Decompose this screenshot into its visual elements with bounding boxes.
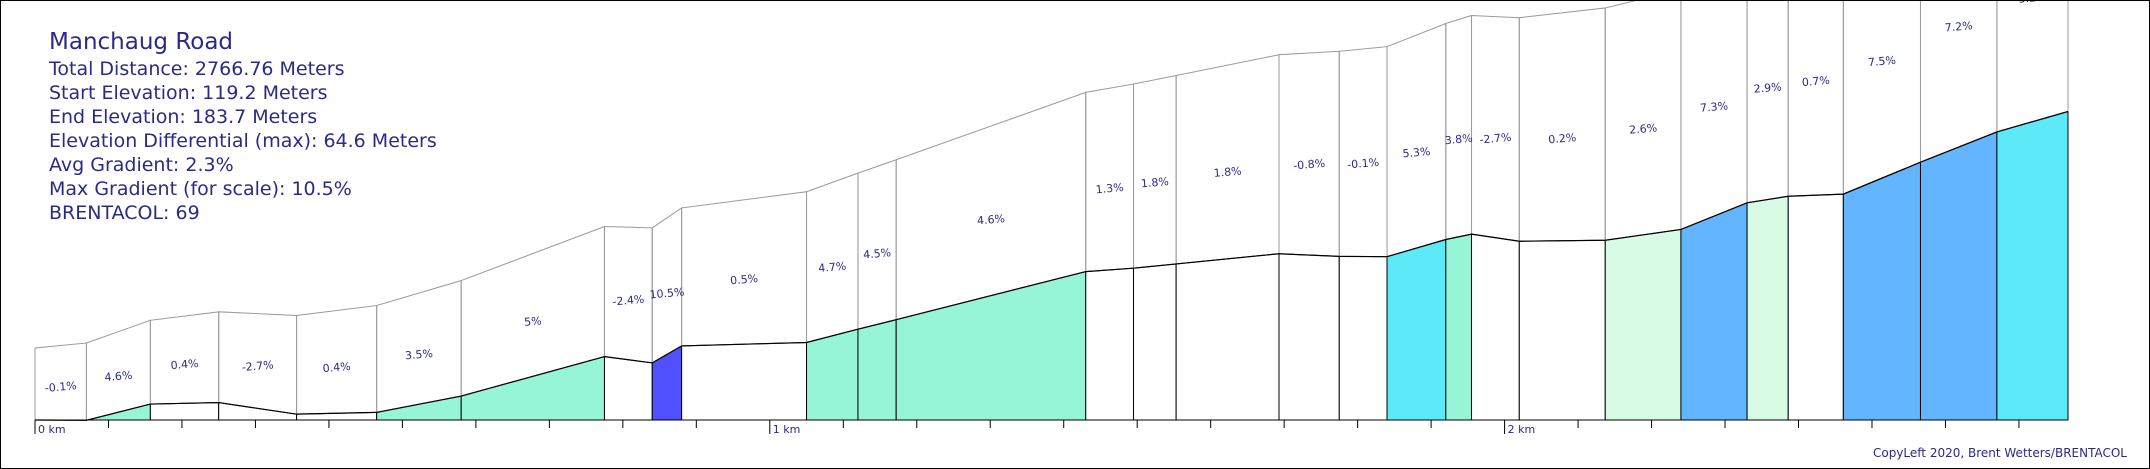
gradient-cap-cell (1746, 1, 1789, 204)
x-tick-label: 0 km (38, 423, 66, 436)
profile-segment (857, 319, 897, 421)
profile-segment (1518, 239, 1606, 421)
gradient-label: 0.2% (1548, 131, 1577, 146)
gradient-cap-cell (857, 159, 897, 330)
gradient-label: 1.3% (1095, 181, 1124, 196)
profile-segment (1085, 267, 1135, 421)
gradient-label: -0.1% (44, 379, 77, 395)
gradient-cap-cell (1386, 22, 1447, 258)
gradient-cap-cell (1085, 83, 1135, 273)
x-tick-label: 2 km (1508, 423, 1536, 436)
gradient-label: 1.8% (1213, 164, 1242, 179)
profile-segment (1386, 238, 1447, 421)
gradient-label: -2.7% (241, 358, 274, 374)
x-tick-label: 1 km (773, 423, 801, 436)
gradient-cap-cell (1680, 1, 1748, 231)
gradient-cap-cell (1278, 50, 1340, 257)
profile-segment (1175, 253, 1280, 421)
profile-segment (149, 402, 220, 421)
gradient-label: 10.5% (649, 285, 685, 301)
gradient-label: 2.9% (1753, 80, 1782, 95)
gradient-label: 4.6% (977, 212, 1006, 227)
gradient-cap-cell (1787, 1, 1844, 197)
gradient-label: 0.4% (322, 360, 351, 375)
gradient-label: 7.5% (1867, 54, 1896, 69)
gradient-label: 0.7% (1801, 74, 1830, 89)
profile-segment (806, 328, 859, 421)
profile-segment (1919, 131, 1998, 421)
elevation-line (34, 110, 2069, 421)
profile-segment (1746, 195, 1789, 421)
gradient-cap-cell (376, 279, 462, 413)
profile-segment (1471, 233, 1520, 421)
profile-segment (1338, 255, 1388, 421)
gradient-cap-cell (1445, 14, 1473, 241)
gradient-cap-cell (806, 172, 859, 344)
gradient-label: 0.4% (170, 357, 199, 372)
gradient-cap-cell (1338, 46, 1388, 258)
gradient-label: -0.1% (1347, 156, 1380, 172)
gradient-cap-cell (1996, 1, 2069, 133)
elevation-differential: Elevation Differential (max): 64.6 Meter… (49, 130, 437, 152)
brentacol-score: BRENTACOL: 69 (49, 202, 200, 224)
gradient-cap-cell (296, 304, 378, 415)
profile-segment (651, 345, 683, 421)
gradient-cap-cell (1133, 74, 1177, 269)
copyleft-notice: CopyLeft 2020, Brent Wetters/BRENTACOL (1872, 446, 2127, 460)
gradient-label: 5.2% (2018, 1, 2047, 6)
profile-segment (895, 270, 1087, 421)
total-distance: Total Distance: 2766.76 Meters (49, 58, 345, 80)
gradient-cap-cell (681, 191, 808, 347)
gradient-label: 7.3% (1700, 99, 1729, 114)
profile-segment (1445, 233, 1473, 421)
gradient-label: 0.5% (730, 272, 759, 287)
profile-segment (1278, 253, 1340, 421)
profile-segment (460, 355, 605, 421)
gradient-label: 7.2% (1944, 19, 1973, 34)
profile-segment (1787, 193, 1844, 421)
profile-segment (603, 356, 653, 421)
gradient-label: 5% (524, 314, 543, 328)
gradient-label: 2.6% (1629, 121, 1658, 136)
gradient-cap-cell (1471, 14, 1520, 242)
profile-segment (1680, 202, 1748, 421)
gradient-label: 3.8% (1444, 132, 1473, 147)
max-gradient: Max Gradient (for scale): 10.5% (49, 178, 352, 200)
gradient-label: 4.7% (818, 260, 847, 275)
gradient-label: -2.7% (1479, 131, 1512, 147)
gradient-cap-cell (1604, 1, 1682, 241)
gradient-label: 1.8% (1140, 175, 1169, 190)
gradient-label: -0.8% (1293, 157, 1326, 173)
gradient-label: 4.5% (863, 246, 892, 261)
gradient-label: 3.5% (404, 347, 433, 362)
gradient-label: 5.3% (1402, 145, 1431, 160)
gradient-cap-cell (1175, 54, 1280, 265)
end-elevation: End Elevation: 183.7 Meters (49, 106, 318, 128)
profile-segment (1996, 110, 2069, 421)
gradient-label: 4.6% (104, 369, 133, 384)
profile-segment (1604, 228, 1682, 421)
route-title: Manchaug Road (49, 29, 234, 55)
profile-segment (681, 341, 808, 421)
route-stats-panel: Manchaug Road Total Distance: 2766.76 Me… (49, 27, 437, 225)
gradient-label: -2.4% (612, 293, 645, 309)
gradient-cap-cell (1518, 7, 1606, 242)
profile-segment (218, 401, 298, 421)
profile-segment (1842, 161, 1921, 421)
profile-segment (376, 395, 462, 421)
profile-segment (1133, 263, 1177, 421)
avg-gradient: Avg Gradient: 2.3% (49, 154, 234, 176)
start-elevation: Start Elevation: 119.2 Meters (49, 82, 328, 104)
gradient-cap-cell (1842, 1, 1921, 195)
